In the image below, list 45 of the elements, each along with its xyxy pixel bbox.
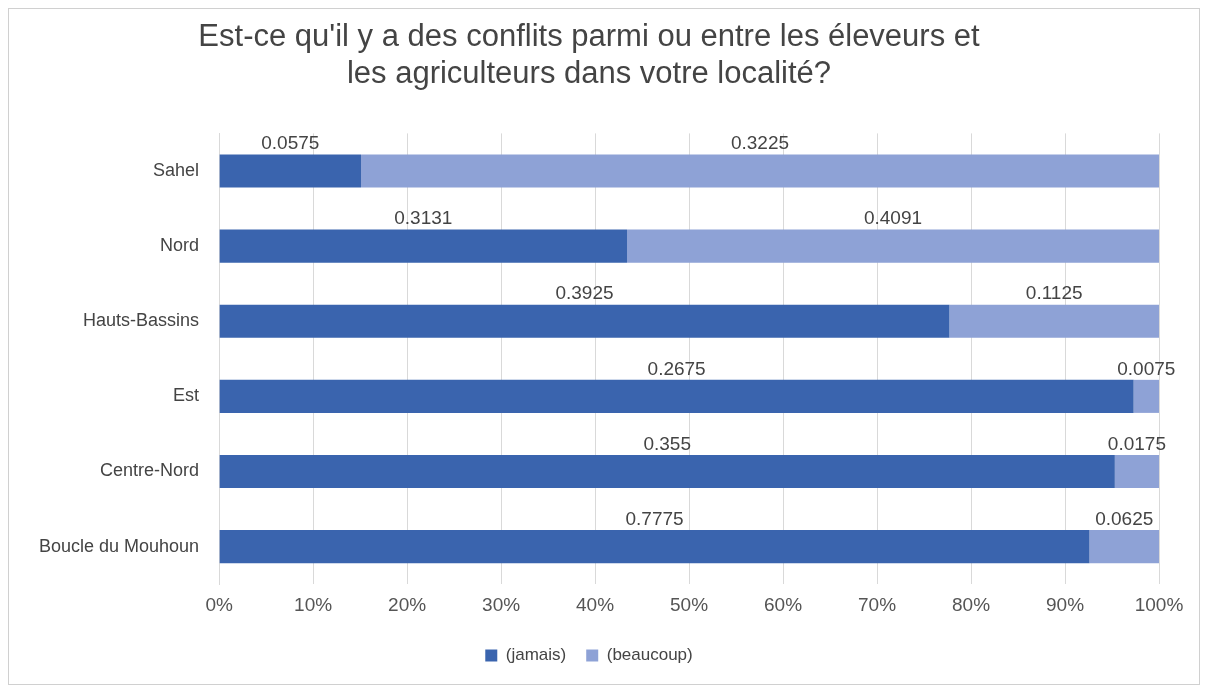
bar	[1114, 454, 1159, 489]
x-tick-label: 80%	[952, 593, 991, 615]
text: les agriculteurs dans votre localité?	[346, 55, 832, 91]
annotation: 0.0575	[261, 132, 320, 154]
bar	[219, 379, 1134, 413]
y-tick-label: Centre-Nord	[100, 460, 200, 481]
text: Est-ce qu'il y a des conflits parmi ou entre les éleveurs et	[198, 18, 980, 54]
bar	[219, 454, 1115, 489]
annotation: 0.1125	[1025, 282, 1083, 304]
bar	[1089, 530, 1159, 564]
x-tick-label: 100%	[1134, 593, 1184, 615]
y-tick-label: Est	[173, 385, 200, 406]
bar	[219, 154, 362, 188]
bar	[219, 530, 1090, 564]
x-tick-label: 30%	[482, 593, 521, 615]
annotation: 0.3925	[555, 282, 614, 304]
bar	[949, 304, 1159, 338]
annotation: 0.7775	[625, 507, 684, 529]
x-tick-label: 40%	[576, 593, 615, 615]
annotation: 0.0625	[1095, 507, 1154, 529]
y-tick-label: Hauts-Bassins	[83, 310, 200, 331]
annotation: 0.0075	[1117, 357, 1176, 379]
annotation: 0.2675	[647, 357, 706, 379]
bar	[219, 304, 950, 338]
y-tick-label: Boucle du Mouhoun	[38, 535, 200, 556]
bar	[361, 154, 1159, 188]
x-tick-label: 10%	[294, 593, 333, 615]
annotation: 0.3131	[394, 207, 453, 229]
legend-label: (jamais)	[505, 645, 567, 665]
x-tick-label: 70%	[858, 593, 897, 615]
y-tick-label: Sahel	[153, 159, 200, 180]
x-tick-label: 20%	[388, 593, 427, 615]
bar	[627, 229, 1159, 263]
x-tick-label: 50%	[670, 593, 709, 615]
legend-label: (beaucoup)	[606, 645, 693, 665]
annotation: 0.355	[643, 432, 691, 454]
x-tick-label: 90%	[1046, 593, 1085, 615]
y-tick-label: Nord	[160, 235, 200, 256]
annotation: 0.4091	[863, 207, 923, 229]
bar	[1133, 379, 1159, 413]
x-tick-label: 60%	[764, 593, 803, 615]
bar	[219, 229, 628, 263]
x-tick-label: 0%	[205, 593, 233, 615]
annotation: 0.3225	[730, 132, 790, 154]
annotation: 0.0175	[1107, 432, 1166, 454]
